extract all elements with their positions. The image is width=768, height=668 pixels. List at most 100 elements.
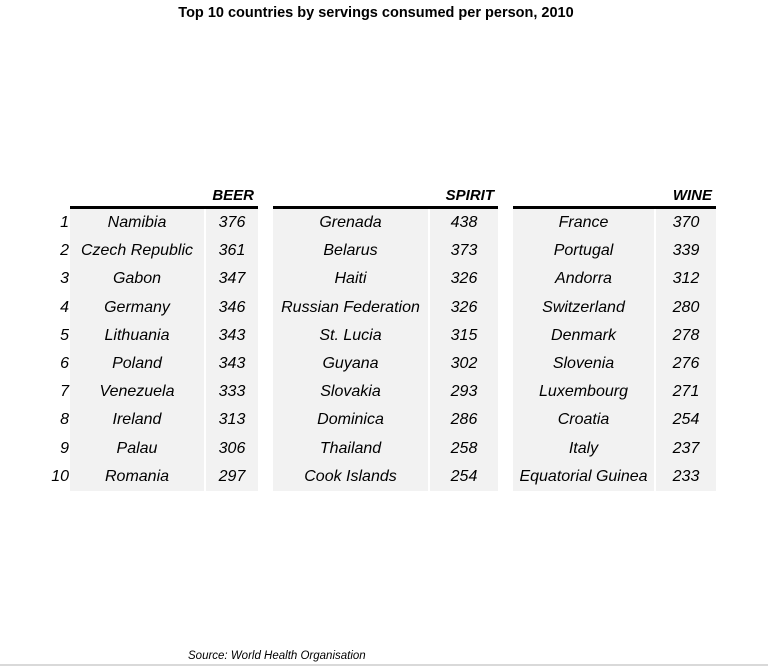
table-row: Lithuania 343: [70, 321, 258, 350]
country-cell: Palau: [70, 434, 204, 463]
value-cell: 233: [656, 462, 716, 491]
value-cell: 339: [656, 237, 716, 266]
table-row: Andorra 312: [513, 265, 716, 294]
country-cell: Cook Islands: [273, 462, 428, 491]
rank-number: 4: [60, 298, 69, 316]
country-cell: Denmark: [513, 321, 654, 350]
table-row: Equatorial Guinea 233: [513, 462, 716, 491]
rank-number: 8: [60, 411, 69, 429]
value-cell: 237: [656, 434, 716, 463]
country-cell: Grenada: [273, 209, 428, 238]
value-cell: 280: [656, 293, 716, 322]
country-cell: Croatia: [513, 406, 654, 435]
value-cell: 278: [656, 321, 716, 350]
country-cell: Russian Federation: [273, 293, 428, 322]
table-rows: France 370 Portugal 339 Andorra 312 Switzerlan…: [513, 209, 716, 491]
table-row: Guyana 302: [273, 349, 498, 379]
value-cell: 297: [206, 462, 258, 491]
rank-number: 6: [60, 354, 69, 372]
value-cell: 347: [206, 265, 258, 294]
country-cell: Thailand: [273, 434, 428, 463]
table-row: Gabon 347: [70, 265, 258, 294]
country-cell: Lithuania: [70, 321, 204, 350]
rank-number: 1: [60, 214, 69, 231]
value-cell: 312: [656, 265, 716, 294]
source-note: Source: World Health Organisation: [188, 650, 366, 662]
table-row: Ireland 313: [70, 406, 258, 435]
country-cell: Portugal: [513, 237, 654, 266]
country-cell: Czech Republic: [70, 237, 204, 266]
value-cell: 258: [430, 434, 498, 463]
country-cell: Equatorial Guinea: [513, 462, 654, 491]
rank-number: 10: [51, 467, 69, 485]
value-cell: 343: [206, 321, 258, 350]
table-row: Namibia 376: [70, 209, 258, 238]
table-row: Poland 343: [70, 349, 258, 379]
table-header: WINE: [513, 186, 716, 209]
table-rows: Grenada 438 Belarus 373 Haiti 326 Russian Fede…: [273, 209, 498, 491]
table-header: SPIRIT: [273, 186, 498, 209]
value-cell: 376: [206, 209, 258, 238]
table-row: Haiti 326: [273, 265, 498, 294]
value-cell: 326: [430, 265, 498, 294]
value-cell: 302: [430, 349, 498, 379]
rank-number: 5: [60, 326, 69, 344]
country-cell: Slovenia: [513, 349, 654, 379]
table-row: France 370: [513, 209, 716, 238]
value-cell: 333: [206, 378, 258, 407]
country-cell: Andorra: [513, 265, 654, 294]
value-cell: 271: [656, 378, 716, 407]
country-cell: Venezuela: [70, 378, 204, 407]
rank-number: 2: [60, 242, 69, 260]
rank-number: 9: [60, 439, 69, 457]
country-cell: Gabon: [70, 265, 204, 294]
value-cell: 315: [430, 321, 498, 350]
value-cell: 361: [206, 237, 258, 266]
value-cell: 370: [656, 209, 716, 238]
country-cell: Germany: [70, 293, 204, 322]
country-cell: Dominica: [273, 406, 428, 435]
table-row: Denmark 278: [513, 321, 716, 350]
country-cell: St. Lucia: [273, 321, 428, 350]
table-row: Romania 297: [70, 462, 258, 491]
table-row: Thailand 258: [273, 434, 498, 463]
value-cell: 276: [656, 349, 716, 379]
country-cell: Namibia: [70, 209, 204, 238]
country-cell: Romania: [70, 462, 204, 491]
country-cell: Switzerland: [513, 293, 654, 322]
spirit-table: SPIRIT Grenada 438 Belarus 373 Haiti 326 Russi…: [273, 186, 498, 491]
value-cell: 293: [430, 378, 498, 407]
table-row: Belarus 373: [273, 237, 498, 266]
table-row: Palau 306: [70, 434, 258, 463]
bottom-divider: [0, 664, 768, 666]
country-cell: France: [513, 209, 654, 238]
table-row: Dominica 286: [273, 406, 498, 435]
country-cell: Belarus: [273, 237, 428, 266]
wine-table: WINE France 370 Portugal 339 Andorra 312 Switz…: [513, 186, 716, 491]
table-header: BEER: [70, 186, 258, 209]
table-row: Czech Republic 361: [70, 237, 258, 266]
country-cell: Italy: [513, 434, 654, 463]
value-cell: 254: [430, 462, 498, 491]
value-cell: 313: [206, 406, 258, 435]
table-row: Grenada 438: [273, 209, 498, 238]
table-rows: Namibia 376 Czech Republic 361 Gabon 347 Germa…: [70, 209, 258, 491]
value-cell: 346: [206, 293, 258, 322]
table-row: Switzerland 280: [513, 293, 716, 322]
country-cell: Ireland: [70, 406, 204, 435]
rank-number: 7: [60, 383, 69, 401]
rank-number: 3: [60, 270, 69, 288]
table-row: Russian Federation 326: [273, 293, 498, 322]
value-cell: 343: [206, 349, 258, 379]
value-cell: 286: [430, 406, 498, 435]
table-row: Cook Islands 254: [273, 462, 498, 491]
beer-table: BEER Namibia 376 Czech Republic 361 Gabon 347…: [70, 186, 258, 491]
country-cell: Luxembourg: [513, 378, 654, 407]
table-row: St. Lucia 315: [273, 321, 498, 350]
table-row: Portugal 339: [513, 237, 716, 266]
value-cell: 438: [430, 209, 498, 238]
country-cell: Poland: [70, 349, 204, 379]
value-cell: 306: [206, 434, 258, 463]
table-row: Germany 346: [70, 293, 258, 322]
value-cell: 254: [656, 406, 716, 435]
